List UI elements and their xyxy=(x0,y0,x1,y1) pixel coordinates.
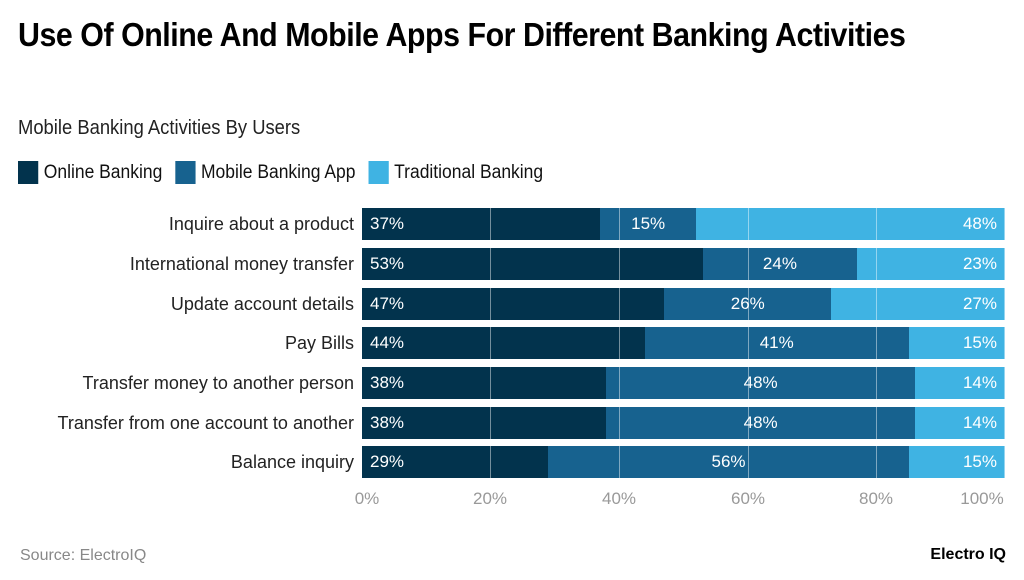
chart-legend: Online Banking Mobile Banking App Tradit… xyxy=(18,161,547,184)
bar-segment-traditional-banking: 23% xyxy=(857,248,1005,280)
bar-segment-online-banking: 38% xyxy=(362,407,607,439)
legend-label: Mobile Banking App xyxy=(200,161,356,183)
bar-row: 38% 48% 14% xyxy=(362,367,1005,399)
x-tick: 20% xyxy=(472,489,508,508)
bar-row: 53% 24% 23% xyxy=(362,248,1005,280)
gridline-80 xyxy=(876,208,877,480)
category-label: Inquire about a product xyxy=(168,214,354,234)
bar-segment-online-banking: 47% xyxy=(362,288,665,320)
category-label: Update account details xyxy=(170,294,354,314)
bar-segment-mobile-banking-app: 24% xyxy=(702,248,858,280)
bar-segment-mobile-banking-app: 48% xyxy=(606,367,915,399)
legend-label: Online Banking xyxy=(43,161,163,183)
legend-item-mobile-banking-app: Mobile Banking App xyxy=(175,161,355,184)
bar-segment-traditional-banking: 48% xyxy=(696,208,1005,240)
category-label: Balance inquiry xyxy=(230,452,354,472)
legend-swatch-traditional-banking xyxy=(368,161,389,184)
bar-segment-mobile-banking-app: 26% xyxy=(664,288,832,320)
bar-segment-mobile-banking-app: 56% xyxy=(548,446,909,478)
bar-segment-traditional-banking: 27% xyxy=(831,288,1005,320)
legend-label: Traditional Banking xyxy=(394,161,544,183)
category-label: Transfer from one account to another xyxy=(57,413,355,433)
bar-segment-online-banking: 53% xyxy=(362,248,703,280)
bar-segment-traditional-banking: 14% xyxy=(914,407,1005,439)
legend-swatch-mobile-banking-app xyxy=(175,161,196,184)
category-label: International money transfer xyxy=(129,254,354,274)
bar-segment-online-banking: 38% xyxy=(362,367,607,399)
x-tick: 0% xyxy=(354,489,380,508)
bar-segment-mobile-banking-app: 41% xyxy=(644,327,909,359)
chart-subtitle: Mobile Banking Activities By Users xyxy=(18,117,301,139)
gridline-20 xyxy=(490,208,491,480)
category-label: Pay Bills xyxy=(284,333,354,353)
bar-row: 38% 48% 14% xyxy=(362,407,1005,439)
bar-row: 44% 41% 15% xyxy=(362,327,1005,359)
brand-logo: Electro IQ xyxy=(930,546,1006,563)
bar-segment-traditional-banking: 14% xyxy=(914,367,1005,399)
bar-segment-mobile-banking-app: 15% xyxy=(599,208,697,240)
x-tick: 100% xyxy=(960,489,1004,508)
legend-item-online-banking: Online Banking xyxy=(18,161,162,184)
chart-title: Use Of Online And Mobile Apps For Differ… xyxy=(18,16,906,53)
x-tick: 80% xyxy=(858,489,894,508)
bar-segment-traditional-banking: 15% xyxy=(908,327,1005,359)
bar-segment-online-banking: 44% xyxy=(362,327,645,359)
bar-segment-online-banking: 29% xyxy=(362,446,549,478)
legend-swatch-online-banking xyxy=(18,161,39,184)
x-tick: 40% xyxy=(601,489,637,508)
bar-segment-traditional-banking: 15% xyxy=(908,446,1005,478)
category-label: Transfer money to another person xyxy=(82,373,354,393)
legend-item-traditional-banking: Traditional Banking xyxy=(368,161,543,184)
bar-row: 37% 15% 48% xyxy=(362,208,1005,240)
gridline-40 xyxy=(619,208,620,480)
plot-area: 37% 15% 48% 53% 24% 23% 47% 26% 27% 44% … xyxy=(362,208,1005,480)
gridline-100 xyxy=(1004,208,1005,480)
gridline-60 xyxy=(748,208,749,480)
bar-row: 29% 56% 15% xyxy=(362,446,1005,478)
source-note: Source: ElectroIQ xyxy=(20,547,147,564)
bar-segment-online-banking: 37% xyxy=(362,208,600,240)
bar-segment-mobile-banking-app: 48% xyxy=(606,407,915,439)
bar-row: 47% 26% 27% xyxy=(362,288,1005,320)
x-tick: 60% xyxy=(730,489,766,508)
